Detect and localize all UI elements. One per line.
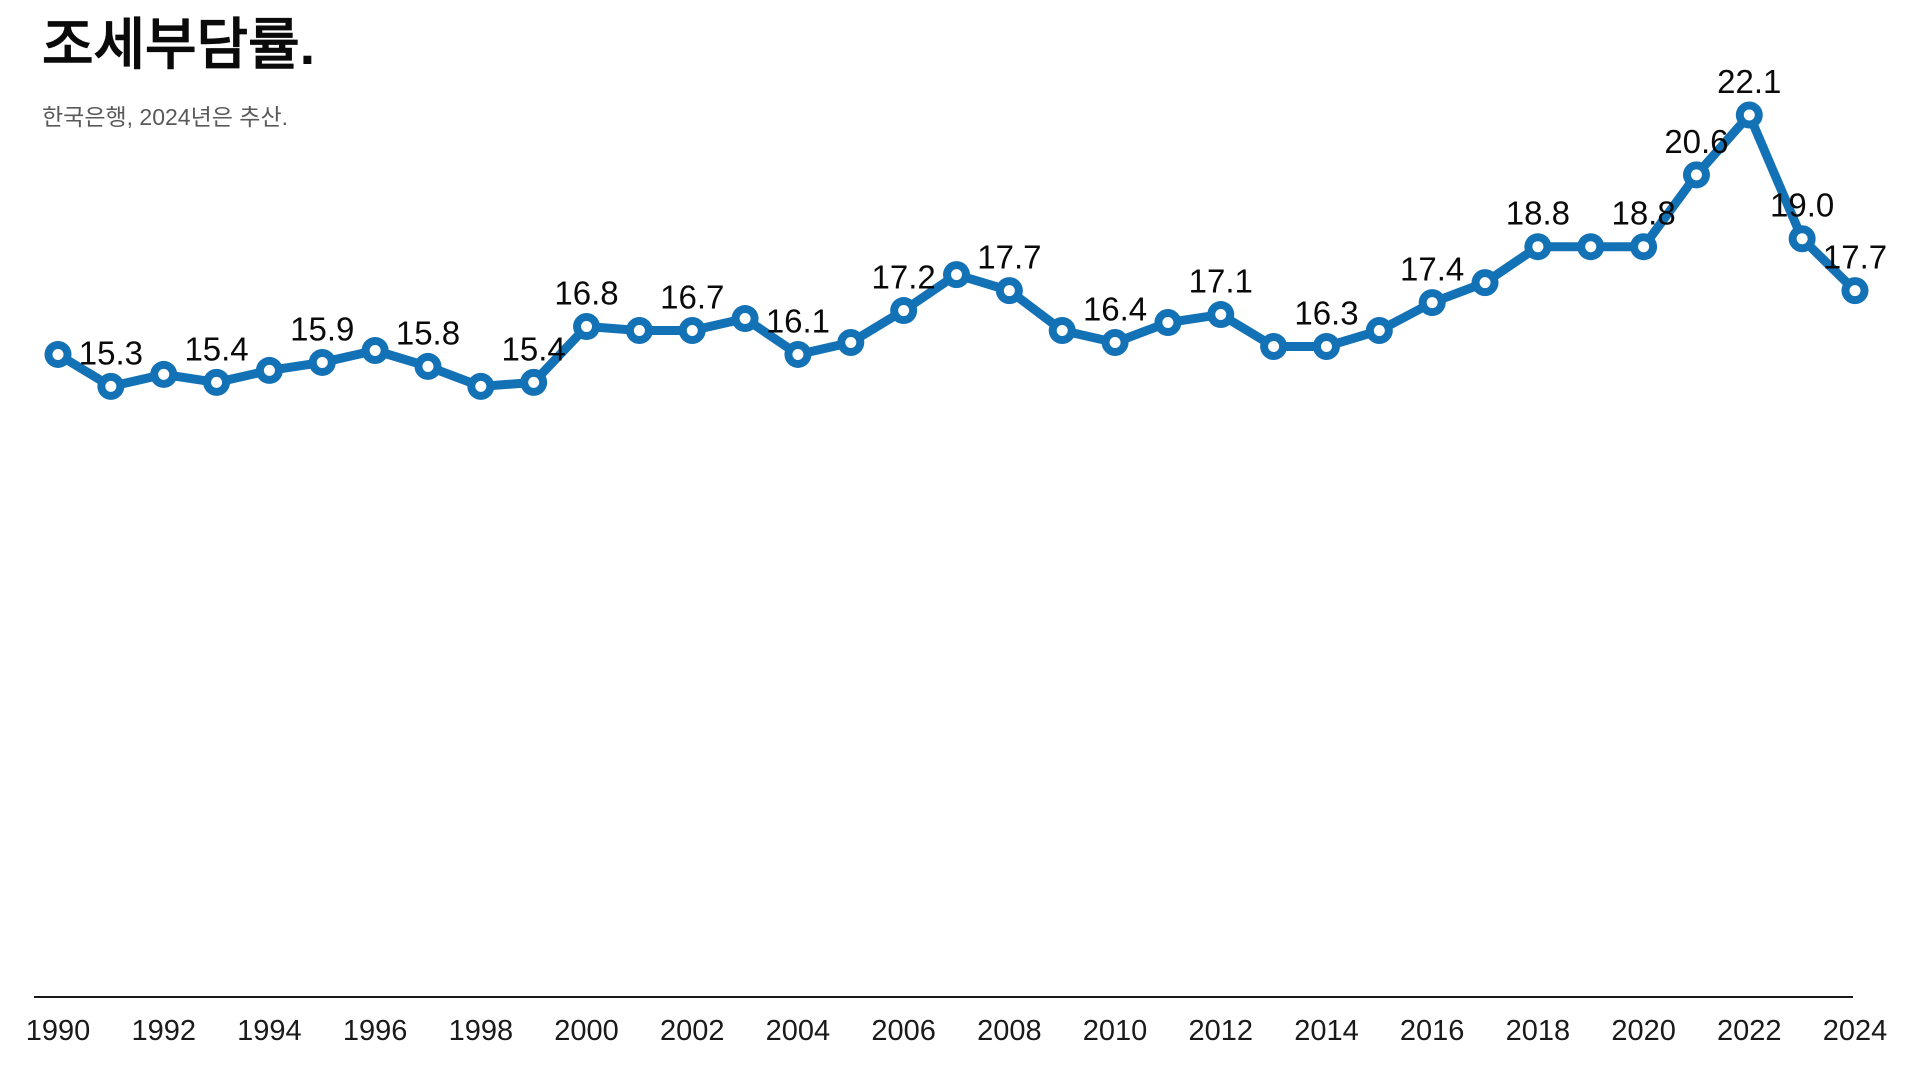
data-point-hole bbox=[686, 325, 698, 337]
data-label: 15.4 bbox=[502, 330, 566, 367]
data-point-hole bbox=[1743, 109, 1755, 121]
chart-subtitle: 한국은행, 2024년은 추산. bbox=[42, 103, 289, 130]
x-axis-tick-label: 2002 bbox=[660, 1015, 725, 1047]
data-point-hole bbox=[1796, 233, 1808, 245]
data-point-hole bbox=[1162, 317, 1174, 329]
x-axis-tick-label: 2020 bbox=[1611, 1015, 1676, 1047]
x-axis-tick-label: 2010 bbox=[1083, 1015, 1148, 1047]
chart-header: 조세부담률. 한국은행, 2024년은 추산. bbox=[42, 14, 315, 132]
x-axis-tick-label: 1998 bbox=[449, 1015, 514, 1047]
x-axis-tick-label: 2022 bbox=[1717, 1015, 1782, 1047]
data-label: 16.7 bbox=[660, 279, 724, 316]
data-label: 17.2 bbox=[872, 259, 936, 296]
data-point-hole bbox=[1585, 241, 1597, 253]
data-label: 17.4 bbox=[1400, 251, 1464, 288]
data-point-hole bbox=[105, 380, 117, 392]
data-label: 22.1 bbox=[1717, 63, 1781, 100]
x-axis-tick-label: 2004 bbox=[766, 1015, 831, 1047]
data-point-hole bbox=[1690, 169, 1702, 181]
data-point-hole bbox=[316, 356, 328, 368]
data-point-hole bbox=[528, 376, 540, 388]
data-point-hole bbox=[845, 336, 857, 348]
data-point-hole bbox=[1320, 340, 1332, 352]
x-axis-tick-label: 1990 bbox=[26, 1015, 91, 1047]
data-point-hole bbox=[1373, 325, 1385, 337]
x-axis-tick-label: 2012 bbox=[1189, 1015, 1254, 1047]
data-point-hole bbox=[1109, 336, 1121, 348]
data-point-hole bbox=[951, 269, 962, 281]
data-label: 15.4 bbox=[184, 330, 248, 367]
data-point-hole bbox=[158, 368, 170, 380]
x-axis-tick-label: 2008 bbox=[977, 1015, 1042, 1047]
data-point-hole bbox=[1003, 285, 1015, 297]
data-point-hole bbox=[792, 348, 804, 360]
data-point-hole bbox=[1268, 340, 1280, 352]
x-axis-tick-label: 1996 bbox=[343, 1015, 408, 1047]
data-label: 16.1 bbox=[766, 302, 830, 339]
x-axis-tick-label: 2016 bbox=[1400, 1015, 1465, 1047]
data-label: 15.8 bbox=[396, 314, 460, 351]
data-label: 17.7 bbox=[1823, 239, 1887, 276]
x-axis-tick-label: 2000 bbox=[554, 1015, 619, 1047]
data-label: 16.4 bbox=[1083, 290, 1147, 327]
data-label: 19.0 bbox=[1770, 187, 1834, 224]
data-label: 18.8 bbox=[1506, 195, 1570, 232]
x-axis-tick-label: 2018 bbox=[1506, 1015, 1571, 1047]
x-axis-tick-label: 1992 bbox=[131, 1015, 196, 1047]
data-point-hole bbox=[1479, 277, 1491, 289]
data-label: 17.1 bbox=[1189, 263, 1253, 300]
data-point-hole bbox=[739, 313, 751, 325]
data-label: 17.7 bbox=[977, 239, 1041, 276]
x-axis-tick-label: 2024 bbox=[1823, 1015, 1888, 1047]
data-label: 15.9 bbox=[290, 310, 354, 347]
x-axis-tick-label: 1994 bbox=[237, 1015, 302, 1047]
data-point-hole bbox=[1215, 309, 1227, 321]
data-point-hole bbox=[581, 321, 593, 333]
data-label: 18.8 bbox=[1611, 195, 1675, 232]
data-point-hole bbox=[1426, 297, 1438, 309]
x-axis-tick-label: 2014 bbox=[1294, 1015, 1359, 1047]
chart-title: 조세부담률. bbox=[42, 13, 316, 76]
data-point-hole bbox=[1638, 241, 1650, 253]
data-point-hole bbox=[263, 364, 275, 376]
data-point-hole bbox=[475, 380, 487, 392]
data-point-hole bbox=[898, 305, 910, 317]
x-axis-tick-label: 2006 bbox=[871, 1015, 936, 1047]
data-point-hole bbox=[1849, 285, 1861, 297]
data-point-hole bbox=[369, 344, 381, 356]
data-label: 15.3 bbox=[79, 334, 143, 371]
data-label: 16.3 bbox=[1294, 294, 1358, 331]
data-point-hole bbox=[422, 360, 434, 372]
data-point-hole bbox=[52, 348, 64, 360]
data-point-hole bbox=[211, 376, 223, 388]
data-label: 20.6 bbox=[1664, 123, 1728, 160]
data-label: 16.8 bbox=[554, 275, 618, 312]
data-point-hole bbox=[633, 325, 645, 337]
data-point-hole bbox=[1532, 241, 1544, 253]
data-point-hole bbox=[1056, 325, 1068, 337]
